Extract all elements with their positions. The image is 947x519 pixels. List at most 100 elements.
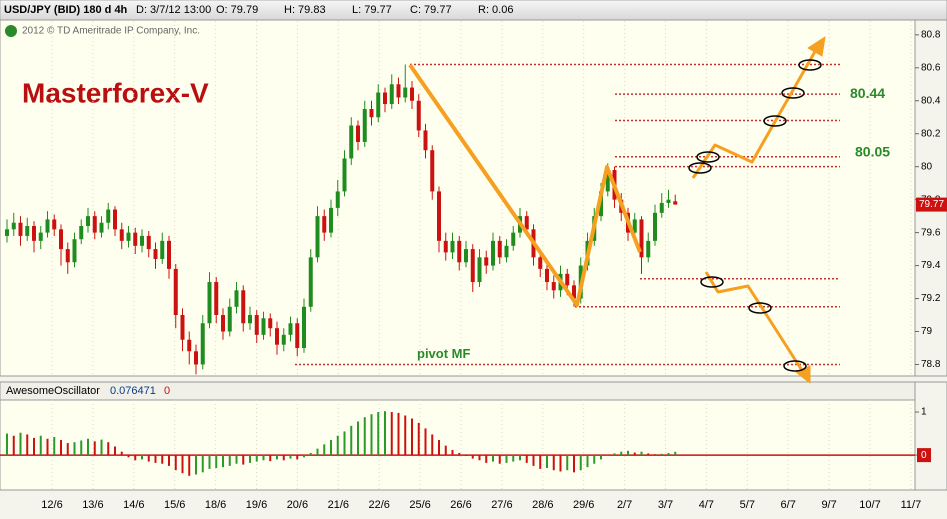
candle-body <box>153 249 158 259</box>
candle-body <box>241 290 246 324</box>
candle-body <box>45 219 50 233</box>
osc-bar <box>127 455 130 458</box>
osc-bar <box>424 428 427 456</box>
ellipse <box>696 151 720 163</box>
ellipses <box>688 59 822 372</box>
price-tag <box>916 197 947 212</box>
osc-bar <box>46 438 49 456</box>
candle-body <box>335 191 340 208</box>
candle-body <box>281 334 286 345</box>
candle-body <box>315 216 320 258</box>
osc-bar <box>134 455 137 461</box>
y-tick-label: 80 <box>921 161 933 172</box>
candle-body <box>187 339 192 352</box>
candle-body <box>133 232 138 246</box>
ellipse <box>763 115 787 127</box>
osc-bar <box>357 421 359 456</box>
osc-bar <box>539 455 542 469</box>
x-tick-label: 12/6 <box>41 499 62 511</box>
osc-bar <box>532 455 535 466</box>
y-tick-label: 80.6 <box>921 62 941 73</box>
date: D: 3/7/12 13:00 <box>136 4 211 16</box>
osc-bar <box>147 455 150 462</box>
osc-bar <box>586 455 589 468</box>
candle-body <box>59 229 63 250</box>
osc-bar <box>390 412 393 456</box>
osc-bar <box>627 450 629 456</box>
candle-body <box>450 240 455 253</box>
candle-body <box>25 226 30 236</box>
trend-line <box>408 63 642 307</box>
y-tick-label: 1 <box>921 407 927 418</box>
candle-body <box>180 315 185 340</box>
osc-bar <box>384 411 386 456</box>
x-tick-label: 18/6 <box>205 499 226 511</box>
osc-bar <box>289 455 292 459</box>
level-label: pivot MF <box>417 346 470 361</box>
info-icon[interactable] <box>5 25 17 37</box>
osc-bar <box>471 455 474 459</box>
y-tick-label: 79.2 <box>921 293 941 304</box>
candle-body <box>329 207 333 233</box>
x-tick-label: 3/7 <box>658 499 673 511</box>
open: O: 79.79 <box>216 4 258 16</box>
candle-body <box>410 87 414 101</box>
y-tick-label: 79 <box>921 326 933 337</box>
candle-body <box>673 201 678 205</box>
osc-bar <box>19 432 22 456</box>
osc-bar <box>66 443 69 456</box>
candle-body <box>389 84 394 105</box>
osc-bar <box>404 415 407 456</box>
osc-bar <box>546 455 548 469</box>
candle-body <box>504 245 509 258</box>
x-tick-label: 29/6 <box>573 499 594 511</box>
ellipse <box>798 59 822 71</box>
x-tick-label: 20/6 <box>287 499 308 511</box>
osc-bar <box>640 451 643 456</box>
candle-body <box>491 240 495 266</box>
candle-body <box>18 222 23 236</box>
osc-bar <box>107 442 110 456</box>
osc-bar <box>53 437 56 456</box>
osc-bar <box>12 435 15 456</box>
candle-body <box>639 219 644 258</box>
candle-body <box>261 318 266 335</box>
osc-bar <box>80 440 83 456</box>
osc-bar <box>39 435 42 456</box>
osc-bar <box>654 454 656 456</box>
candle-body <box>92 216 97 233</box>
candle-body <box>308 257 313 307</box>
close: C: 79.77 <box>410 4 452 16</box>
candle-body <box>659 202 664 213</box>
ellipse <box>783 360 807 372</box>
trend-line <box>704 271 805 373</box>
osc-bar <box>647 453 650 456</box>
y-tick-label: 78.8 <box>921 359 941 370</box>
price-tag-label: 79.77 <box>919 199 944 210</box>
candle-body <box>430 150 435 192</box>
osc-bar <box>674 451 677 456</box>
osc-bar <box>6 433 8 456</box>
arrow-head <box>807 36 826 57</box>
osc-bar <box>296 455 299 460</box>
candle-body <box>464 249 468 263</box>
x-tick-label: 14/6 <box>123 499 144 511</box>
candle-body <box>295 323 300 348</box>
candle-body <box>477 257 482 283</box>
candle-body <box>200 323 205 365</box>
osc-bar <box>60 440 62 456</box>
osc-bar <box>242 455 245 465</box>
candle-body <box>207 282 212 324</box>
osc-bar <box>600 455 602 460</box>
osc-bar <box>343 431 346 456</box>
candle-body <box>666 199 671 203</box>
osc-bar <box>525 455 528 463</box>
candle-body <box>32 226 36 241</box>
osc-bar <box>195 455 197 475</box>
x-tick-label: 5/7 <box>740 499 755 511</box>
osc-bar <box>26 434 29 456</box>
osc-bar <box>451 449 454 456</box>
osc-value: 0.076471 <box>110 385 156 397</box>
osc-bar <box>181 455 184 474</box>
